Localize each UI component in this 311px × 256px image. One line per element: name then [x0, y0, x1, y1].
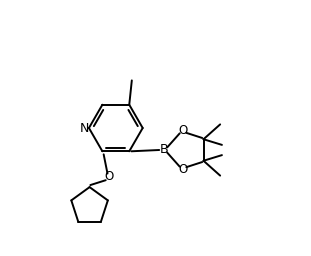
Text: B: B [160, 144, 168, 156]
Text: O: O [179, 124, 188, 137]
Text: O: O [179, 163, 188, 176]
Text: N: N [80, 122, 89, 134]
Text: O: O [104, 170, 114, 183]
